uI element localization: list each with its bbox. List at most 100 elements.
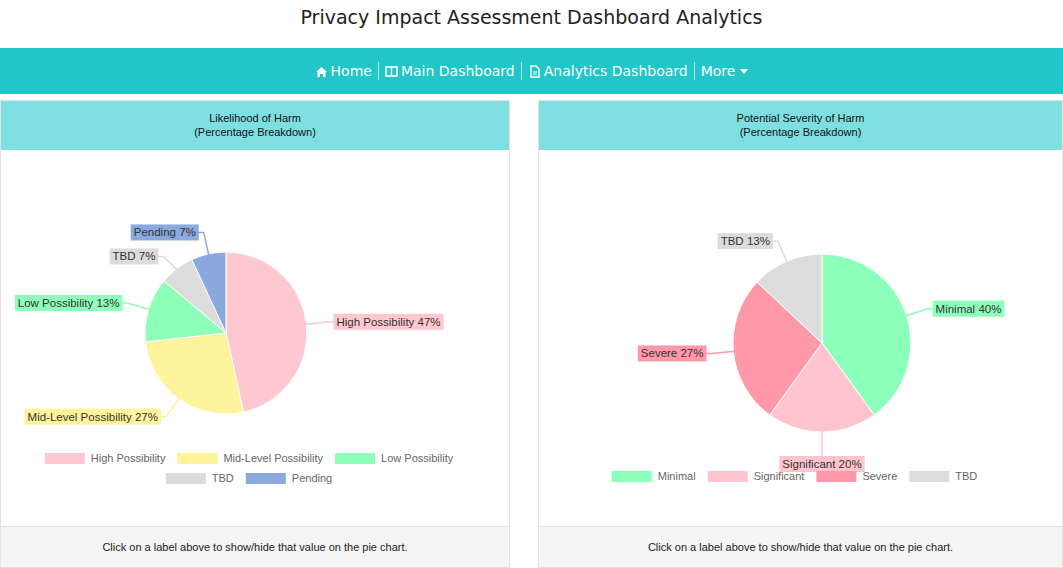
label-value: 7% [139, 250, 156, 262]
chart: Minimal 40%Significant 20%Severe 27%TBD … [539, 150, 1062, 528]
panel-header: Potential Severity of Harm(Percentage Br… [539, 101, 1062, 150]
nav-link[interactable]: Analytics Dashboard [522, 63, 694, 79]
label-category: Mid-Level Possibility [28, 411, 135, 423]
pie-slice [145, 333, 243, 414]
legend-swatch [909, 471, 949, 482]
label-category: Severe [641, 347, 681, 359]
chart: High Possibility 47% Mid-Level Possibilit… [1, 150, 509, 528]
leader-line [303, 322, 337, 325]
legend-text: High Possibility [91, 452, 166, 464]
panel-footer: Click on a label above to show/hide that… [1, 526, 509, 567]
label-category: Significant [782, 458, 838, 470]
data-label: Low Possibility 13% [15, 295, 123, 311]
pie-slice [192, 252, 226, 333]
legend-text: Severe [862, 470, 897, 482]
data-label-text: TBD 7% [113, 250, 156, 262]
legend-item[interactable]: Severe [816, 470, 897, 482]
nav-text: Main Dashboard [401, 63, 515, 79]
legend-swatch [708, 471, 748, 482]
nav-text: More [701, 63, 736, 79]
chart-subtitle: (Percentage Breakdown) [539, 125, 1062, 139]
legend-swatch [166, 473, 206, 484]
leader-line [821, 428, 823, 460]
label-value: 27% [680, 347, 703, 359]
legend-swatch [612, 471, 652, 482]
leader-line [119, 303, 152, 311]
data-label: Mid-Level Possibility 27% [25, 409, 161, 425]
chart-panel: Likelihood of Harm(Percentage Breakdown)… [0, 100, 510, 568]
data-label-box [638, 345, 707, 361]
data-label-text: High Possibility 47% [336, 316, 440, 328]
data-label: Pending 7% [131, 224, 199, 240]
data-label-text: Low Possibility 13% [18, 297, 120, 309]
data-labels: Minimal 40% Significant 20% Severe 27% TBD … [638, 233, 1005, 472]
legend-item[interactable]: TBD [909, 470, 977, 482]
data-label-box [933, 301, 1005, 317]
label-category: High Possibility [336, 316, 417, 328]
chart-title: Likelihood of Harm [1, 111, 509, 125]
legend-item[interactable]: Mid-Level Possibility [177, 452, 323, 464]
nav-separator [378, 62, 379, 80]
legend-swatch [816, 471, 856, 482]
legend-item[interactable]: Minimal [612, 470, 696, 482]
page-title: Privacy Impact Assessment Dashboard Anal… [0, 6, 1063, 28]
legend-text: Minimal [658, 470, 696, 482]
nav-link[interactable]: More [695, 63, 755, 79]
nav-icon [528, 65, 541, 78]
data-label-box [131, 224, 199, 240]
nav-separator [521, 62, 522, 80]
label-value: 47% [418, 316, 441, 328]
data-labels: High Possibility 47% Mid-Level Possibilit… [15, 224, 444, 424]
data-label-box [333, 314, 443, 330]
legend-text: TBD [955, 470, 977, 482]
label-value: 27% [135, 411, 158, 423]
leader-line [703, 351, 737, 353]
nav-icon [385, 65, 398, 78]
label-value: 20% [839, 458, 862, 470]
nav-separator [694, 62, 695, 80]
legend-text: Significant [754, 470, 805, 482]
data-label-text: Mid-Level Possibility 27% [28, 411, 158, 423]
legend-swatch [45, 453, 85, 464]
dropdown-caret [740, 69, 748, 74]
nav-text: Home [331, 63, 372, 79]
data-label-box [718, 233, 773, 249]
panel-footer: Click on a label above to show/hide that… [539, 526, 1062, 567]
legend-text: Pending [292, 472, 332, 484]
nav-icon [315, 65, 328, 78]
leaders [119, 232, 336, 416]
legend-swatch [246, 473, 286, 484]
legend-text: Low Possibility [381, 452, 454, 464]
data-label-text: TBD 13% [721, 235, 770, 247]
legend-swatch [335, 453, 375, 464]
data-label-text: Minimal 40% [936, 303, 1002, 315]
legend-text: TBD [212, 472, 234, 484]
label-category: TBD [721, 235, 747, 247]
legend: High Possibility Mid-Level Possibility Low… [45, 452, 454, 484]
leaders [703, 241, 935, 460]
data-label: Minimal 40% [933, 301, 1005, 317]
data-label-text: Significant 20% [782, 458, 861, 470]
data-label-text: Severe 27% [641, 347, 704, 359]
data-label: Severe 27% [638, 345, 707, 361]
leader-line [903, 309, 936, 317]
legend-item[interactable]: High Possibility [45, 452, 166, 464]
panel-header: Likelihood of Harm(Percentage Breakdown) [1, 101, 509, 150]
nav-link[interactable]: Main Dashboard [379, 63, 521, 79]
label-value: 13% [96, 297, 119, 309]
legend-item[interactable]: Pending [246, 472, 332, 484]
nav-text: Analytics Dashboard [544, 63, 688, 79]
legend-item[interactable]: Low Possibility [335, 452, 454, 464]
data-label: TBD 13% [718, 233, 773, 249]
label-category: TBD [113, 250, 139, 262]
legend: Minimal Significant Severe TBD [612, 470, 978, 482]
nav-link[interactable]: Home [309, 63, 378, 79]
data-label: TBD 7% [110, 248, 159, 264]
legend-swatch [177, 453, 217, 464]
legend-item[interactable]: TBD [166, 472, 234, 484]
legend-item[interactable]: Significant [708, 470, 805, 482]
label-value: 40% [978, 303, 1001, 315]
chart-subtitle: (Percentage Breakdown) [1, 125, 509, 139]
data-label-text: Pending 7% [134, 226, 196, 238]
nav-bar: Home Main Dashboard Analytics Dashboard Mor… [0, 48, 1063, 94]
